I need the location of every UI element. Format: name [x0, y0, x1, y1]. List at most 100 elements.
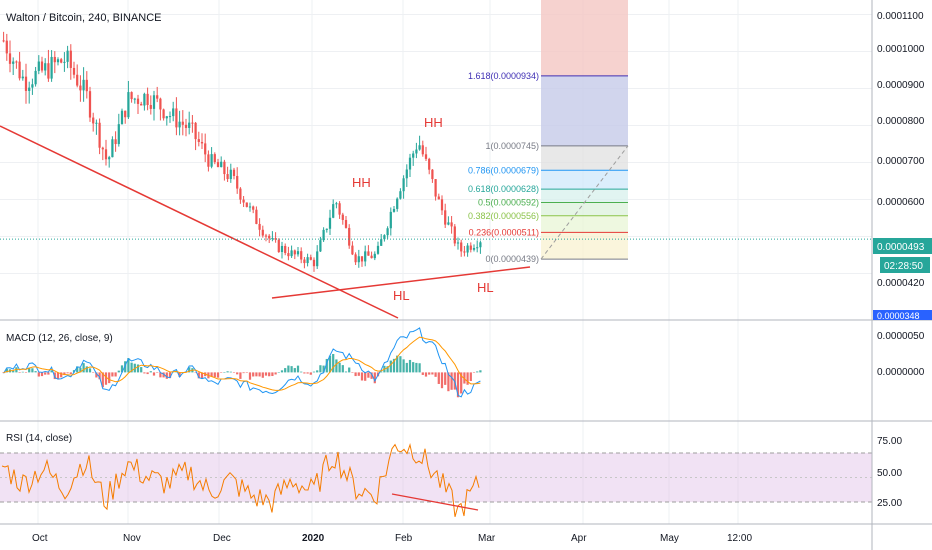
macd-bar [322, 365, 325, 373]
macd-bar [232, 372, 236, 373]
descending-trendline [0, 125, 399, 319]
macd-bar [274, 372, 277, 375]
price-tick: 0.0001100 [877, 11, 924, 22]
bottom-price-label: 0.0000348 [877, 311, 920, 321]
macd-bar [303, 372, 306, 374]
symbol-title: Walton / Bitcoin, 240, BINANCE [6, 12, 162, 24]
candle-body [232, 169, 236, 176]
macd-bar [418, 363, 421, 373]
candle-body [408, 157, 412, 170]
candle-body [447, 222, 450, 225]
candle-body [82, 79, 85, 91]
candle-body [60, 59, 63, 63]
candle-body [56, 59, 60, 63]
macd-bar [399, 356, 402, 373]
candle-body [108, 157, 111, 160]
candle-body [421, 145, 424, 155]
macd-bar [408, 359, 412, 373]
macd-bar [66, 372, 69, 374]
candle-body [428, 158, 431, 170]
macd-bar [300, 371, 303, 373]
macd-bar [159, 372, 162, 378]
candle-body [316, 251, 319, 267]
macd-bar [200, 372, 204, 379]
macd-bar [85, 366, 88, 373]
macd-bar [47, 372, 50, 375]
rsi-divergence-line [391, 493, 479, 511]
candle-body [165, 116, 168, 119]
candle-body [351, 245, 354, 255]
macd-bar [213, 372, 216, 378]
candle-body [204, 143, 207, 155]
candle-body [325, 228, 328, 230]
candle-body [303, 259, 306, 264]
macd-bar [79, 367, 82, 373]
macd-bar [277, 372, 280, 373]
macd-bar [28, 367, 31, 373]
macd-axis[interactable]: 0.0000050 0.0000000 [877, 331, 925, 378]
candle-body [472, 247, 476, 250]
macd-bar [197, 372, 200, 379]
candle-body [383, 235, 386, 240]
candle-body [24, 76, 28, 91]
candle-body [236, 175, 239, 189]
candle-body [415, 149, 418, 154]
price-tick: 0.0000420 [877, 278, 925, 289]
macd-bar [60, 372, 63, 378]
macd-bar [440, 372, 444, 389]
countdown-label: 02:28:50 [884, 261, 923, 272]
macd-bar [216, 372, 220, 378]
rsi-axis[interactable]: 75.00 50.00 25.00 [877, 436, 902, 509]
price-axis[interactable]: 0.0001100 0.0001000 0.0000900 0.0000800 … [873, 11, 932, 321]
macd-bar [178, 372, 181, 377]
candle-body [44, 63, 47, 71]
candle-body [79, 85, 82, 91]
candle-body [450, 222, 453, 227]
macd-tick: 0.0000000 [877, 367, 925, 378]
macd-bar [146, 372, 149, 375]
macd-bar [444, 372, 447, 385]
candle-body [21, 76, 24, 79]
macd-line [3, 327, 481, 398]
macd-bar [271, 372, 274, 377]
candle-body [40, 61, 44, 71]
price-series [2, 31, 482, 272]
macd-bar [431, 372, 434, 375]
macd-bar [69, 372, 72, 375]
macd-bar [37, 372, 40, 377]
candle-body [296, 251, 300, 255]
annotation-hl-1: HL [393, 288, 410, 303]
macd-bar [380, 371, 383, 373]
macd-bar [255, 372, 258, 377]
fib-band [541, 202, 628, 216]
candle-body [223, 161, 226, 175]
macd-signal-line [3, 336, 481, 391]
price-pane[interactable]: 1.618(0.0000934) 1(0.0000745) 0.786(0.0000… [0, 0, 872, 319]
macd-bar [456, 372, 460, 398]
candle-body [245, 202, 248, 207]
macd-bar [472, 372, 476, 373]
candle-body [2, 40, 5, 42]
candle-body [280, 245, 284, 253]
macd-bar [460, 372, 463, 394]
macd-pane[interactable]: MACD (12, 26, close, 9) [2, 327, 482, 398]
candle-body [396, 198, 399, 209]
macd-bar [296, 365, 300, 373]
macd-bar [354, 372, 357, 377]
macd-bar [437, 372, 440, 384]
fib-lines: 1.618(0.0000934) 1(0.0000745) 0.786(0.0000… [468, 71, 628, 264]
fib-band [541, 215, 628, 233]
macd-bar [95, 372, 98, 378]
candle-body [239, 188, 242, 200]
macd-bar [111, 372, 114, 377]
macd-tick: 0.0000050 [877, 331, 925, 342]
macd-bar [344, 371, 348, 373]
macd-bar [162, 372, 165, 378]
candle-body [5, 40, 8, 54]
candle-body [31, 84, 34, 88]
countdown-tag [880, 257, 930, 273]
time-axis[interactable]: Oct Nov Dec 2020 Feb Mar Apr May 12:00 [32, 533, 752, 544]
candle-body [101, 147, 104, 150]
rsi-pane[interactable]: RSI (14, close) [0, 433, 872, 517]
